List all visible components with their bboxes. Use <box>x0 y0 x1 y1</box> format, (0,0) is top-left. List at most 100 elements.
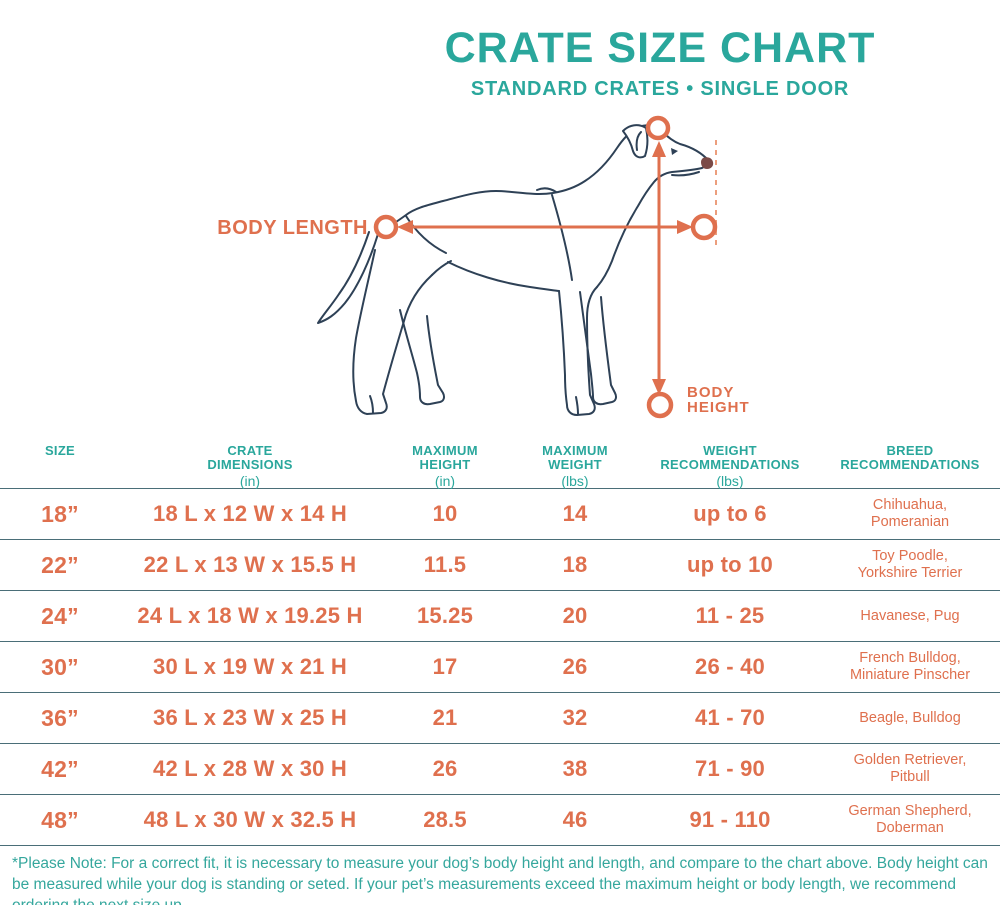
size-cell: 48” <box>41 806 79 833</box>
column-header-maximum-weight: MAXIMUM WEIGHT (lbs) <box>510 440 640 489</box>
max-weight-cell: 26 <box>562 654 588 679</box>
dog-illustration <box>317 124 714 416</box>
column-header-label: MAXIMUM <box>412 443 478 458</box>
max-weight-cell: 20 <box>562 603 588 628</box>
dog-near-front-leg <box>558 286 598 416</box>
table-row: 24” 24 L x 18 W x 19.25 H 15.25 20 11 - … <box>0 591 1000 642</box>
max-weight-cell: 38 <box>562 756 588 781</box>
max-height-cell: 28.5 <box>423 807 467 832</box>
dog-nose <box>701 157 714 169</box>
breed-recommendations-cell: Chihuahua, Pomeranian <box>820 489 1000 539</box>
max-height-cell: 26 <box>432 756 458 781</box>
chest-marker-circle <box>690 213 718 241</box>
dog-ear-fold <box>635 131 642 151</box>
column-header-unit: (in) <box>239 473 261 489</box>
column-header-label: BREED <box>886 443 934 458</box>
table-row: 42” 42 L x 28 W x 30 H 26 38 71 - 90 Gol… <box>0 744 1000 795</box>
dog-ear <box>622 124 649 159</box>
breed-line: Chihuahua, <box>872 497 948 513</box>
table-row: 18” 18 L x 12 W x 14 H 10 14 up to 6 Chi… <box>0 489 1000 540</box>
column-header-unit: (in) <box>434 473 456 489</box>
dimensions-cell: 48 L x 30 W x 32.5 H <box>143 807 357 832</box>
column-header-label: MAXIMUM <box>542 443 608 458</box>
weight-recommendation-cell: up to 10 <box>687 552 773 577</box>
size-cell: 42” <box>41 755 79 782</box>
max-weight-cell: 46 <box>562 807 588 832</box>
weight-recommendation-cell: up to 6 <box>693 501 767 526</box>
column-header-maximum-height: MAXIMUM HEIGHT (in) <box>380 440 510 489</box>
dimensions-cell: 22 L x 13 W x 15.5 H <box>143 552 357 577</box>
column-header-label: WEIGHT <box>548 456 602 472</box>
table-header-row: SIZE CRATE DIMENSIONS (in) MAXIMUM HEIGH… <box>0 440 1000 489</box>
breed-line: Havanese, Pug <box>860 607 960 624</box>
breed-line: Yorkshire Terrier <box>857 565 963 581</box>
dog-near-rear-leg <box>352 249 433 415</box>
arrow-up-icon <box>652 141 666 157</box>
breed-line: Golden Retriever, <box>853 752 967 768</box>
ground-marker-circle <box>646 391 674 419</box>
dog-hip-line <box>405 215 447 254</box>
breed-recommendations-cell: Beagle, Bulldog <box>820 693 1000 743</box>
arrow-right-icon <box>677 220 693 234</box>
dog-chest-throat <box>596 160 710 288</box>
footnote: *Please Note: For a correct fit, it is n… <box>12 855 988 905</box>
crate-size-table: SIZE CRATE DIMENSIONS (in) MAXIMUM HEIGH… <box>0 440 1000 846</box>
column-header-label: SIZE <box>44 443 76 458</box>
column-header-label: WEIGHT <box>703 443 757 458</box>
breed-recommendations-cell: French Bulldog, Miniature Pinscher <box>820 642 1000 692</box>
dimensions-cell: 30 L x 19 W x 21 H <box>153 654 347 679</box>
max-height-cell: 17 <box>432 654 458 679</box>
column-header-breed-recommendations: BREED RECOMMENDATIONS <box>820 440 1000 489</box>
dog-far-front-leg <box>579 291 617 406</box>
dog-measurement-diagram: BODY LENGTH BODY HEIGHT <box>217 115 749 419</box>
dimensions-cell: 42 L x 28 W x 30 H <box>153 756 347 781</box>
arrow-down-icon <box>652 379 666 395</box>
body-height-label-line1: BODY <box>687 384 734 401</box>
breed-line: Beagle, Bulldog <box>859 709 961 726</box>
weight-recommendation-cell: 91 - 110 <box>689 807 771 832</box>
arrow-left-icon <box>397 220 413 234</box>
max-height-cell: 10 <box>432 501 458 526</box>
dog-shoulder-line <box>551 194 573 281</box>
dog-eye <box>671 148 678 155</box>
max-height-cell: 11.5 <box>423 552 467 577</box>
column-header-unit: (lbs) <box>716 473 744 489</box>
dog-front-toe-line <box>575 396 579 415</box>
breed-recommendations-cell: Toy Poodle, Yorkshire Terrier <box>820 540 1000 590</box>
column-header-label: RECOMMENDATIONS <box>660 456 800 472</box>
dog-tail <box>317 231 379 324</box>
size-cell: 36” <box>41 704 79 731</box>
breed-line: Pomeranian <box>870 514 950 530</box>
column-header-label: HEIGHT <box>419 456 471 472</box>
table-row: 30” 30 L x 19 W x 21 H 17 26 26 - 40 Fre… <box>0 642 1000 693</box>
table-row: 48” 48 L x 30 W x 32.5 H 28.5 46 91 - 11… <box>0 795 1000 846</box>
weight-recommendation-cell: 41 - 70 <box>695 705 765 730</box>
column-header-label: CRATE <box>227 443 273 458</box>
max-weight-cell: 14 <box>562 501 588 526</box>
max-height-cell: 15.25 <box>416 603 474 628</box>
size-cell: 22” <box>41 551 79 578</box>
dog-wither-tuft <box>536 187 557 193</box>
max-weight-cell: 18 <box>562 552 588 577</box>
dimensions-cell: 24 L x 18 W x 19.25 H <box>137 603 363 628</box>
dog-mouth-line <box>671 171 700 177</box>
max-height-cell: 21 <box>432 705 458 730</box>
column-header-label: RECOMMENDATIONS <box>840 456 980 472</box>
column-header-size: SIZE <box>0 440 120 489</box>
max-weight-cell: 32 <box>562 705 588 730</box>
dimensions-cell: 18 L x 12 W x 14 H <box>153 501 347 526</box>
table-row: 36” 36 L x 23 W x 25 H 21 32 41 - 70 Bea… <box>0 693 1000 744</box>
breed-line: Toy Poodle, <box>872 548 948 564</box>
weight-recommendation-cell: 26 - 40 <box>695 654 765 679</box>
column-header-unit: (lbs) <box>561 473 589 489</box>
size-cell: 30” <box>41 653 79 680</box>
size-cell: 24” <box>41 602 79 629</box>
column-header-label: DIMENSIONS <box>207 456 293 472</box>
breed-recommendations-cell: Golden Retriever, Pitbull <box>820 744 1000 794</box>
column-header-weight-recommendations: WEIGHT RECOMMENDATIONS (lbs) <box>640 440 820 489</box>
breed-line: Pitbull <box>890 769 930 785</box>
breed-recommendations-cell: German Shepherd, Doberman <box>820 795 1000 845</box>
breed-line: Miniature Pinscher <box>849 667 971 683</box>
measurement-overlay: BODY LENGTH BODY HEIGHT <box>217 115 749 419</box>
